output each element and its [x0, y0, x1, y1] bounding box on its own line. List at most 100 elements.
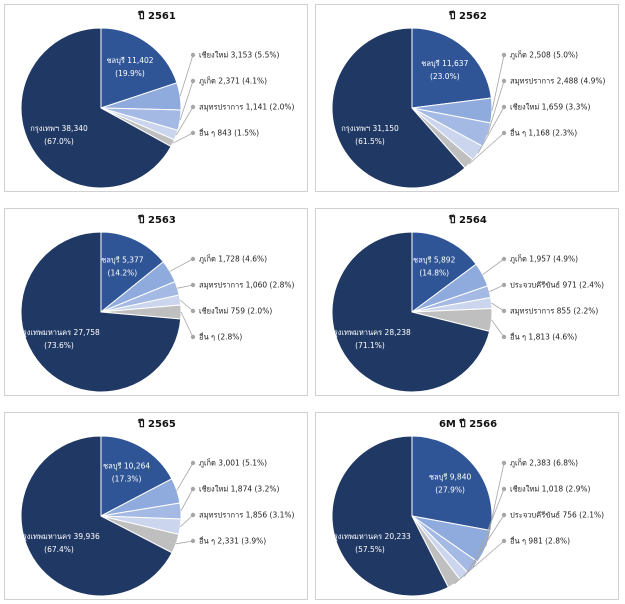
leader-line — [175, 106, 194, 136]
leader-dot — [501, 460, 507, 466]
slice-label: ชลบุรี 5,892 — [413, 256, 456, 265]
slice-label-สมุทรปราการ: สมุทรปราการ 2,488 (4.9%) — [510, 77, 605, 86]
pie-slice-กรุงเทพมหานคร — [331, 231, 491, 393]
leader-dot — [501, 334, 507, 340]
chart-title: ปี 2561 — [138, 11, 176, 22]
chart-panel-2561: ปี 2561 ชลบุรี 11,402 (19.9%) กรุงเทพฯ 38,… — [4, 4, 308, 192]
leader-dot — [190, 130, 196, 136]
pie-slice-กรุงเทพมหานคร — [331, 435, 449, 597]
leader-line — [491, 319, 505, 338]
pie-chart-2564: ชลบุรี 5,892 (14.8%) กรุงเทพมหานคร 28,238 (… — [329, 231, 604, 393]
leader-dot — [190, 334, 196, 340]
slice-label-ภูเก็ต: ภูเก็ต 3,001 (5.1%) — [199, 458, 267, 468]
leader-line — [477, 106, 505, 154]
leader-dot — [501, 308, 507, 314]
leader-dot — [501, 52, 507, 58]
chart-title: 6M ปี 2566 — [438, 419, 498, 430]
leader-line — [454, 540, 505, 585]
leader-dot — [190, 256, 196, 262]
pie-chart-2561: ชลบุรี 11,402 (19.9%) กรุงเทพฯ 38,340 (67.0… — [20, 27, 294, 189]
leader-line — [482, 258, 505, 275]
slice-label: ชลบุรี 11,402 — [106, 56, 153, 65]
leader-line — [180, 488, 194, 512]
leader-line — [176, 462, 194, 491]
pie-slice-ชลบุรี — [100, 231, 164, 314]
leader-line — [179, 299, 194, 312]
pie-chart-6m-2566: ชลบุรี 9,840 (27.9%) กรุงเทพมหานคร 20,233 (… — [329, 435, 604, 597]
slice-label: กรุงเทพมหานคร 28,238 — [329, 328, 411, 337]
leader-line — [491, 302, 505, 312]
leader-dot — [190, 78, 196, 84]
chart-panel-2562: ปี 2562 ชลบุรี 11,637 (23.0%) กรุงเทพฯ 31,… — [315, 4, 619, 192]
slice-label-เชียงใหม่: เชียงใหม่ 759 (2.0%) — [199, 307, 272, 316]
leader-dot — [190, 52, 196, 58]
leader-dot — [501, 78, 507, 84]
slice-label: ชลบุรี 11,637 — [421, 59, 468, 68]
slice-label-อื่น-ๆ: อื่น ๆ 1,168 (2.3%) — [510, 128, 578, 138]
slice-pct-label: (17.3%) — [112, 475, 142, 484]
slice-label: กรุงเทพมหานคร 20,233 — [329, 532, 411, 541]
leader-dot — [501, 512, 507, 518]
chart-panel-6m-2566: 6M ปี 2566 ชลบุรี 9,840 (27.9%) กรุงเทพมหา… — [315, 412, 619, 600]
pie-slice-ชลบุรี — [411, 435, 493, 532]
slice-label: กรุงเทพฯ 38,340 — [30, 124, 88, 133]
pie-slice-กรุงเทพมหานคร — [20, 435, 173, 597]
pie-chart-2563: ชลบุรี 5,377 (14.2%) กรุงเทพมหานคร 27,758 (… — [18, 231, 294, 393]
slice-label-อื่น-ๆ: อื่น ๆ 2,331 (3.9%) — [199, 536, 267, 546]
leader-dot — [190, 460, 196, 466]
chart-panel-2563: ปี 2563 ชลบุรี 5,377 (14.2%) กรุงเทพมหานคร… — [4, 208, 308, 396]
chart-title: ปี 2563 — [138, 215, 176, 226]
leader-line — [468, 132, 505, 165]
slice-label-ภูเก็ต: ภูเก็ต 1,957 (4.9%) — [510, 254, 578, 264]
leader-dot — [501, 282, 507, 288]
slice-label-อื่น-ๆ: อื่น ๆ 981 (2.8%) — [510, 536, 571, 546]
leader-line — [169, 258, 194, 272]
leader-line — [180, 514, 194, 528]
slice-label: ชลบุรี 5,377 — [101, 255, 144, 264]
slice-pct-label: (73.6%) — [44, 341, 74, 350]
slice-label-ประจวบคีรีขันธ์: ประจวบคีรีขันธ์ 756 (2.1%) — [510, 511, 604, 520]
leader-line — [463, 514, 505, 577]
leader-line — [179, 54, 194, 97]
slice-label-เชียงใหม่: เชียงใหม่ 1,874 (3.2%) — [199, 485, 279, 494]
slice-label-เชียงใหม่: เชียงใหม่ 3,153 (5.5%) — [199, 51, 279, 60]
pie-slice-ชลบุรี — [100, 435, 173, 517]
slice-label-เชียงใหม่: เชียงใหม่ 1,018 (2.9%) — [510, 485, 590, 494]
leader-dot — [501, 130, 507, 136]
slice-label-สมุทรปราการ: สมุทรปราการ 1,060 (2.8%) — [199, 281, 294, 290]
leader-dot — [501, 256, 507, 262]
slice-label: กรุงเทพมหานคร 27,758 — [18, 328, 100, 337]
slice-label-เชียงใหม่: เชียงใหม่ 1,659 (3.3%) — [510, 103, 590, 112]
slice-label-ภูเก็ต: ภูเก็ต 2,508 (5.0%) — [510, 50, 578, 60]
slice-pct-label: (71.1%) — [355, 341, 385, 350]
slice-pct-label: (67.4%) — [44, 545, 74, 554]
leader-line — [487, 80, 505, 136]
slice-pct-label: (57.5%) — [355, 545, 385, 554]
leader-dot — [190, 486, 196, 492]
slice-label: กรุงเทพฯ 31,150 — [341, 124, 399, 133]
slice-label-อื่น-ๆ: อื่น ๆ 843 (1.5%) — [199, 128, 260, 138]
leader-line — [179, 80, 194, 121]
chart-title: ปี 2565 — [138, 419, 176, 430]
leader-line — [172, 132, 194, 144]
slice-pct-label: (19.9%) — [115, 69, 145, 78]
pie-slice-กรุงเทพฯ — [331, 27, 466, 189]
leader-line — [175, 540, 194, 545]
leader-dot — [190, 512, 196, 518]
slice-label-ประจวบคีรีขันธ์: ประจวบคีรีขันธ์ 971 (2.4%) — [510, 281, 604, 290]
pie-slice-ชลบุรี — [100, 27, 178, 109]
leader-line — [177, 284, 194, 289]
slice-label-ภูเก็ต: ภูเก็ต 2,383 (6.8%) — [510, 458, 578, 468]
pie-slice-ชลบุรี — [411, 231, 477, 313]
leader-dot — [190, 282, 196, 288]
chart-panel-2565: ปี 2565 ชลบุรี 10,264 (17.3%) กรุงเทพมหานค… — [4, 412, 308, 600]
slice-label-สมุทรปราการ: สมุทรปราการ 1,856 (3.1%) — [199, 511, 294, 520]
slice-label-อื่น-ๆ: อื่น ๆ 1,813 (4.6%) — [510, 332, 578, 342]
leader-line — [489, 284, 505, 292]
pie-slice-กรุงเทพมหานคร — [20, 231, 182, 393]
slice-pct-label: (23.0%) — [430, 72, 460, 81]
chart-panel-2564: ปี 2564 ชลบุรี 5,892 (14.8%) กรุงเทพมหานคร… — [315, 208, 619, 396]
slice-label-สมุทรปราการ: สมุทรปราการ 1,141 (2.0%) — [199, 103, 294, 112]
leader-dot — [501, 104, 507, 110]
pie-slice-ชลบุรี — [411, 27, 492, 109]
